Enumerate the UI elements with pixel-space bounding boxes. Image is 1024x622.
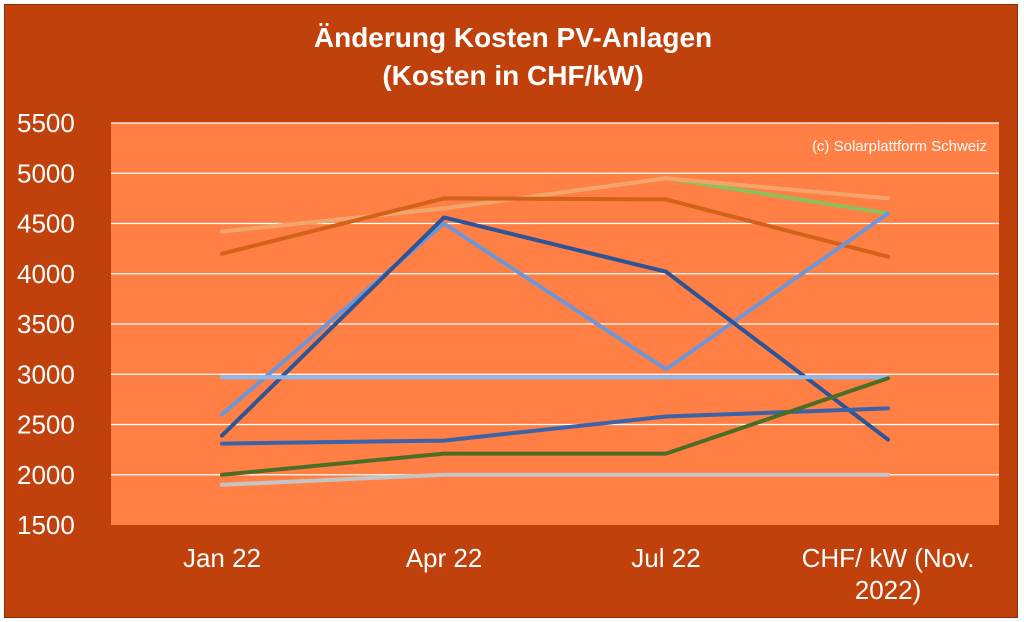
series-line-3 (220, 196, 890, 259)
y-tick-label: 1500 (17, 510, 75, 540)
series-line-7 (220, 406, 890, 446)
x-category-label: Jan 22 (183, 543, 261, 573)
x-category-label-line: Jul 22 (631, 543, 700, 573)
chart-title: Änderung Kosten PV-Anlagen (314, 22, 712, 53)
x-category-label: Jul 22 (631, 543, 700, 573)
grid-lines (111, 122, 999, 476)
x-category-label: Apr 22 (406, 543, 483, 573)
y-tick-label: 3000 (17, 359, 75, 389)
x-category-label-line: Apr 22 (406, 543, 483, 573)
y-tick-label: 2500 (17, 410, 75, 440)
chart-frame: Änderung Kosten PV-Anlagen (Kosten in CH… (4, 4, 1018, 618)
series-line-9 (220, 472, 890, 487)
copyright-annotation: (c) Solarplattform Schweiz (812, 138, 987, 155)
y-axis-ticks: 5500 5000 4500 4000 3500 3000 2500 2000 1500 (17, 108, 75, 540)
y-tick-label: 2000 (17, 460, 75, 490)
x-category-label-line: CHF/ kW (Nov. (802, 543, 975, 573)
y-tick-label: 4500 (17, 209, 75, 239)
series-line-2 (220, 176, 890, 234)
x-category-label-line: Jan 22 (183, 543, 261, 573)
series-line-8 (220, 376, 890, 477)
y-tick-label: 5000 (17, 158, 75, 188)
x-axis-categories: Jan 22 Apr 22 Jul 22 CHF/ kW (Nov. 2022) (183, 543, 974, 605)
series-lines (220, 176, 890, 487)
x-category-label: CHF/ kW (Nov. 2022) (802, 543, 975, 605)
y-tick-label: 4000 (17, 259, 75, 289)
chart-subtitle: (Kosten in CHF/kW) (382, 60, 643, 91)
y-tick-label: 5500 (17, 108, 75, 138)
x-category-label-line: 2022) (855, 575, 922, 605)
y-tick-label: 3500 (17, 309, 75, 339)
series-line-5 (220, 215, 890, 442)
chart-svg: Änderung Kosten PV-Anlagen (Kosten in CH… (17, 22, 999, 605)
series-line-4 (220, 211, 890, 417)
